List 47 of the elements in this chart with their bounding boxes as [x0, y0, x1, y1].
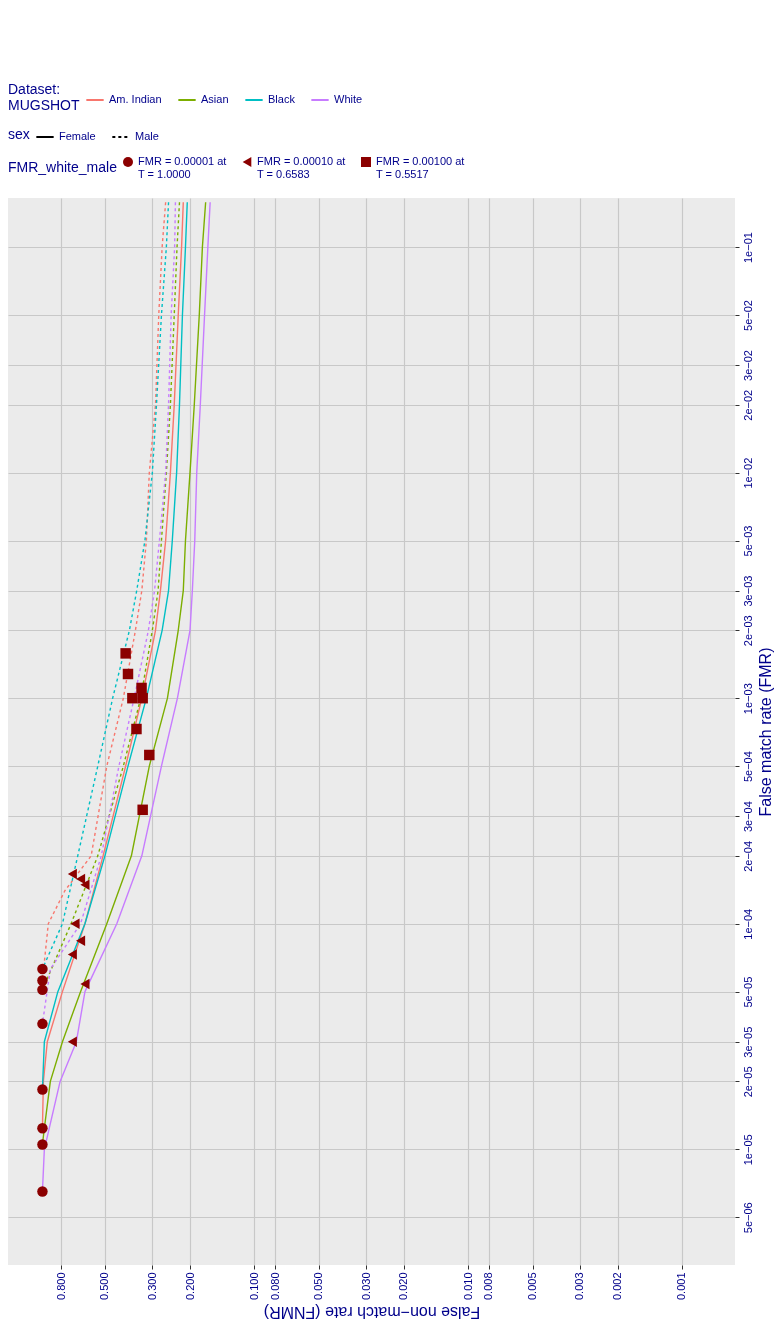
x-tick-label: 0.030 — [359, 1272, 372, 1301]
x-tick-label: 0.003 — [573, 1272, 586, 1301]
text: FMR_white_male — [8, 159, 118, 175]
x-tick-label: 0.500 — [98, 1272, 111, 1301]
x-tick-label: 0.008 — [482, 1272, 495, 1301]
text: sex — [8, 126, 30, 142]
y-tick-label: 5e−06 — [741, 1202, 754, 1234]
x-tick-label: 0.005 — [526, 1272, 539, 1301]
y-tick-label: 1e−04 — [741, 908, 754, 940]
x-tick-label: 0.800 — [54, 1272, 67, 1301]
y-tick-label: 1e−02 — [741, 457, 754, 489]
y-tick-label: 1e−05 — [741, 1134, 754, 1166]
x-tick-label: 0.100 — [247, 1272, 260, 1301]
legend-label: FMR = 0.00010 at T = 0.6583 — [257, 155, 346, 180]
y-tick-label: 2e−05 — [741, 1066, 754, 1098]
x-tick-label: 0.001 — [675, 1272, 688, 1301]
x-tick-label: 0.200 — [183, 1272, 196, 1301]
x-tick-label: 0.010 — [461, 1272, 474, 1301]
legend-label: FMR = 0.00100 at T = 0.5517 — [376, 155, 465, 180]
x-tick-label: 0.050 — [312, 1272, 325, 1301]
x-axis-title: False non−match rate (FNMR) — [263, 1304, 481, 1322]
y-tick-label: 3e−03 — [741, 575, 754, 607]
legend-label: Asian — [201, 93, 229, 105]
y-tick-label: 3e−05 — [741, 1026, 754, 1058]
y-tick-label: 3e−02 — [741, 350, 754, 381]
y-tick-label: 3e−04 — [741, 801, 754, 833]
legend-label: FMR = 0.00001 at T = 1.0000 — [138, 155, 227, 180]
y-tick-label: 2e−04 — [741, 840, 754, 872]
y-axis-title: False match rate (FMR) — [756, 647, 774, 817]
legend-label: Black — [268, 93, 296, 105]
y-tick-label: 5e−03 — [741, 525, 754, 557]
y-tick-label: 1e−03 — [741, 683, 754, 715]
y-tick-label: 5e−04 — [741, 751, 754, 783]
x-tick-label: 0.020 — [397, 1272, 410, 1301]
y-tick-label: 1e−01 — [741, 232, 754, 264]
x-tick-label: 0.002 — [611, 1272, 624, 1301]
text: Female — [59, 130, 96, 142]
y-tick-label: 5e−02 — [741, 300, 754, 331]
y-tick-label: 5e−05 — [741, 976, 754, 1008]
legend-title: Dataset: MUGSHOT — [8, 81, 80, 113]
legend-label: White — [334, 93, 363, 105]
legend-label: Am. Indian — [109, 93, 162, 105]
y-tick-label: 2e−03 — [741, 615, 754, 647]
text: Male — [135, 130, 159, 142]
y-tick-label: 2e−02 — [741, 389, 754, 421]
x-tick-label: 0.300 — [145, 1272, 158, 1301]
x-tick-label: 0.080 — [268, 1272, 281, 1301]
